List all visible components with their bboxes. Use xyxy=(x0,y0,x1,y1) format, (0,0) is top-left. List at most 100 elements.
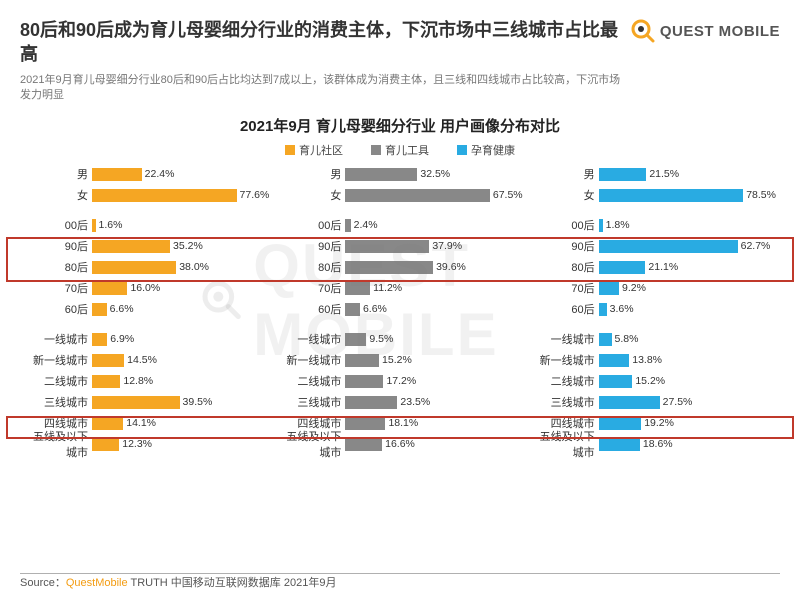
bar-row: 90后 35.2% xyxy=(24,236,269,256)
category-label: 00后 xyxy=(531,217,599,233)
bar-value: 14.1% xyxy=(126,417,156,429)
legend-label: 育儿社区 xyxy=(299,142,343,158)
bar-area: 18.6% xyxy=(599,438,776,451)
category-label: 90后 xyxy=(24,238,92,254)
bar-value: 1.6% xyxy=(99,219,123,231)
category-label: 三线城市 xyxy=(277,394,345,410)
bar-area: 14.5% xyxy=(92,354,269,367)
bar-value: 18.6% xyxy=(643,438,673,450)
category-label: 00后 xyxy=(24,217,92,233)
category-label: 男 xyxy=(277,166,345,182)
bar xyxy=(599,240,738,253)
bar-area: 14.1% xyxy=(92,417,269,430)
category-label: 女 xyxy=(24,187,92,203)
bar xyxy=(92,240,170,253)
bar-area: 11.2% xyxy=(345,282,522,295)
bar-row: 80后 21.1% xyxy=(531,257,776,277)
legend-swatch xyxy=(371,145,381,155)
bar xyxy=(599,417,642,430)
bar-row: 五线及以下城市 18.6% xyxy=(531,434,776,454)
category-label: 90后 xyxy=(531,238,599,254)
bar-value: 9.2% xyxy=(622,282,646,294)
bar xyxy=(92,303,107,316)
category-label: 女 xyxy=(531,187,599,203)
bar-area: 39.5% xyxy=(92,396,269,409)
bar xyxy=(92,261,176,274)
category-label: 70后 xyxy=(531,280,599,296)
bar-value: 13.8% xyxy=(632,354,662,366)
category-label: 五线及以下城市 xyxy=(24,428,92,460)
bar-value: 62.7% xyxy=(741,240,771,252)
bar xyxy=(599,396,660,409)
bar xyxy=(599,333,612,346)
bar-value: 6.9% xyxy=(110,333,134,345)
bar-value: 16.0% xyxy=(130,282,160,294)
category-label: 五线及以下城市 xyxy=(277,428,345,460)
bar-value: 39.5% xyxy=(183,396,213,408)
bar-value: 15.2% xyxy=(382,354,412,366)
bar xyxy=(599,354,630,367)
bar xyxy=(599,261,646,274)
category-label: 女 xyxy=(277,187,345,203)
bar-area: 1.8% xyxy=(599,219,776,232)
category-label: 60后 xyxy=(24,301,92,317)
bar-row: 80后 39.6% xyxy=(277,257,522,277)
bar-value: 77.6% xyxy=(240,189,270,201)
bar-row: 70后 16.0% xyxy=(24,278,269,298)
bar-area: 9.5% xyxy=(345,333,522,346)
bar-area: 21.1% xyxy=(599,261,776,274)
bar-value: 21.1% xyxy=(648,261,678,273)
bar-area: 2.4% xyxy=(345,219,522,232)
chart-title: 2021年9月 育儿母婴细分行业 用户画像分布对比 xyxy=(20,115,780,136)
category-label: 新一线城市 xyxy=(531,352,599,368)
bar-row: 70后 9.2% xyxy=(531,278,776,298)
bar-value: 35.2% xyxy=(173,240,203,252)
bar-area: 3.6% xyxy=(599,303,776,316)
bar xyxy=(345,396,397,409)
bar-row: 二线城市 17.2% xyxy=(277,371,522,391)
bar-area: 19.2% xyxy=(599,417,776,430)
chart-panel: 男 32.5% 女 67.5% 00后 2.4% 90后 xyxy=(273,164,526,455)
legend-label: 孕育健康 xyxy=(471,142,515,158)
bar-row: 80后 38.0% xyxy=(24,257,269,277)
bar xyxy=(345,438,382,451)
bar-area: 15.2% xyxy=(345,354,522,367)
bar xyxy=(345,333,366,346)
bar-value: 67.5% xyxy=(493,189,523,201)
bar xyxy=(345,168,417,181)
legend-swatch xyxy=(457,145,467,155)
bar-row: 00后 1.8% xyxy=(531,215,776,235)
bar-value: 15.2% xyxy=(635,375,665,387)
category-label: 80后 xyxy=(531,259,599,275)
bar xyxy=(599,219,603,232)
legend-item: 育儿工具 xyxy=(371,142,429,158)
bar-value: 12.8% xyxy=(123,375,153,387)
bar-area: 12.3% xyxy=(92,438,269,451)
magnifier-icon xyxy=(630,18,656,44)
bar-value: 5.8% xyxy=(615,333,639,345)
bar xyxy=(599,282,619,295)
bar-area: 6.6% xyxy=(345,303,522,316)
bar-value: 6.6% xyxy=(110,303,134,315)
bar-row: 男 32.5% xyxy=(277,164,522,184)
bar-row: 新一线城市 15.2% xyxy=(277,350,522,370)
bar-row: 一线城市 9.5% xyxy=(277,329,522,349)
legend-label: 育儿工具 xyxy=(385,142,429,158)
bar-value: 22.4% xyxy=(145,168,175,180)
category-label: 一线城市 xyxy=(531,331,599,347)
chart-legend: 育儿社区 育儿工具 孕育健康 xyxy=(20,142,780,158)
bar-area: 21.5% xyxy=(599,168,776,181)
bar-row: 三线城市 27.5% xyxy=(531,392,776,412)
bar-area: 15.2% xyxy=(599,375,776,388)
bar-value: 14.5% xyxy=(127,354,157,366)
bar-row: 60后 6.6% xyxy=(277,299,522,319)
legend-item: 孕育健康 xyxy=(457,142,515,158)
bar-row: 一线城市 5.8% xyxy=(531,329,776,349)
bar xyxy=(345,417,385,430)
brand-logo: QUEST MOBILE xyxy=(630,18,780,44)
bar xyxy=(92,417,123,430)
bar xyxy=(92,168,142,181)
bar-value: 21.5% xyxy=(649,168,679,180)
bar-area: 12.8% xyxy=(92,375,269,388)
bar xyxy=(345,303,360,316)
